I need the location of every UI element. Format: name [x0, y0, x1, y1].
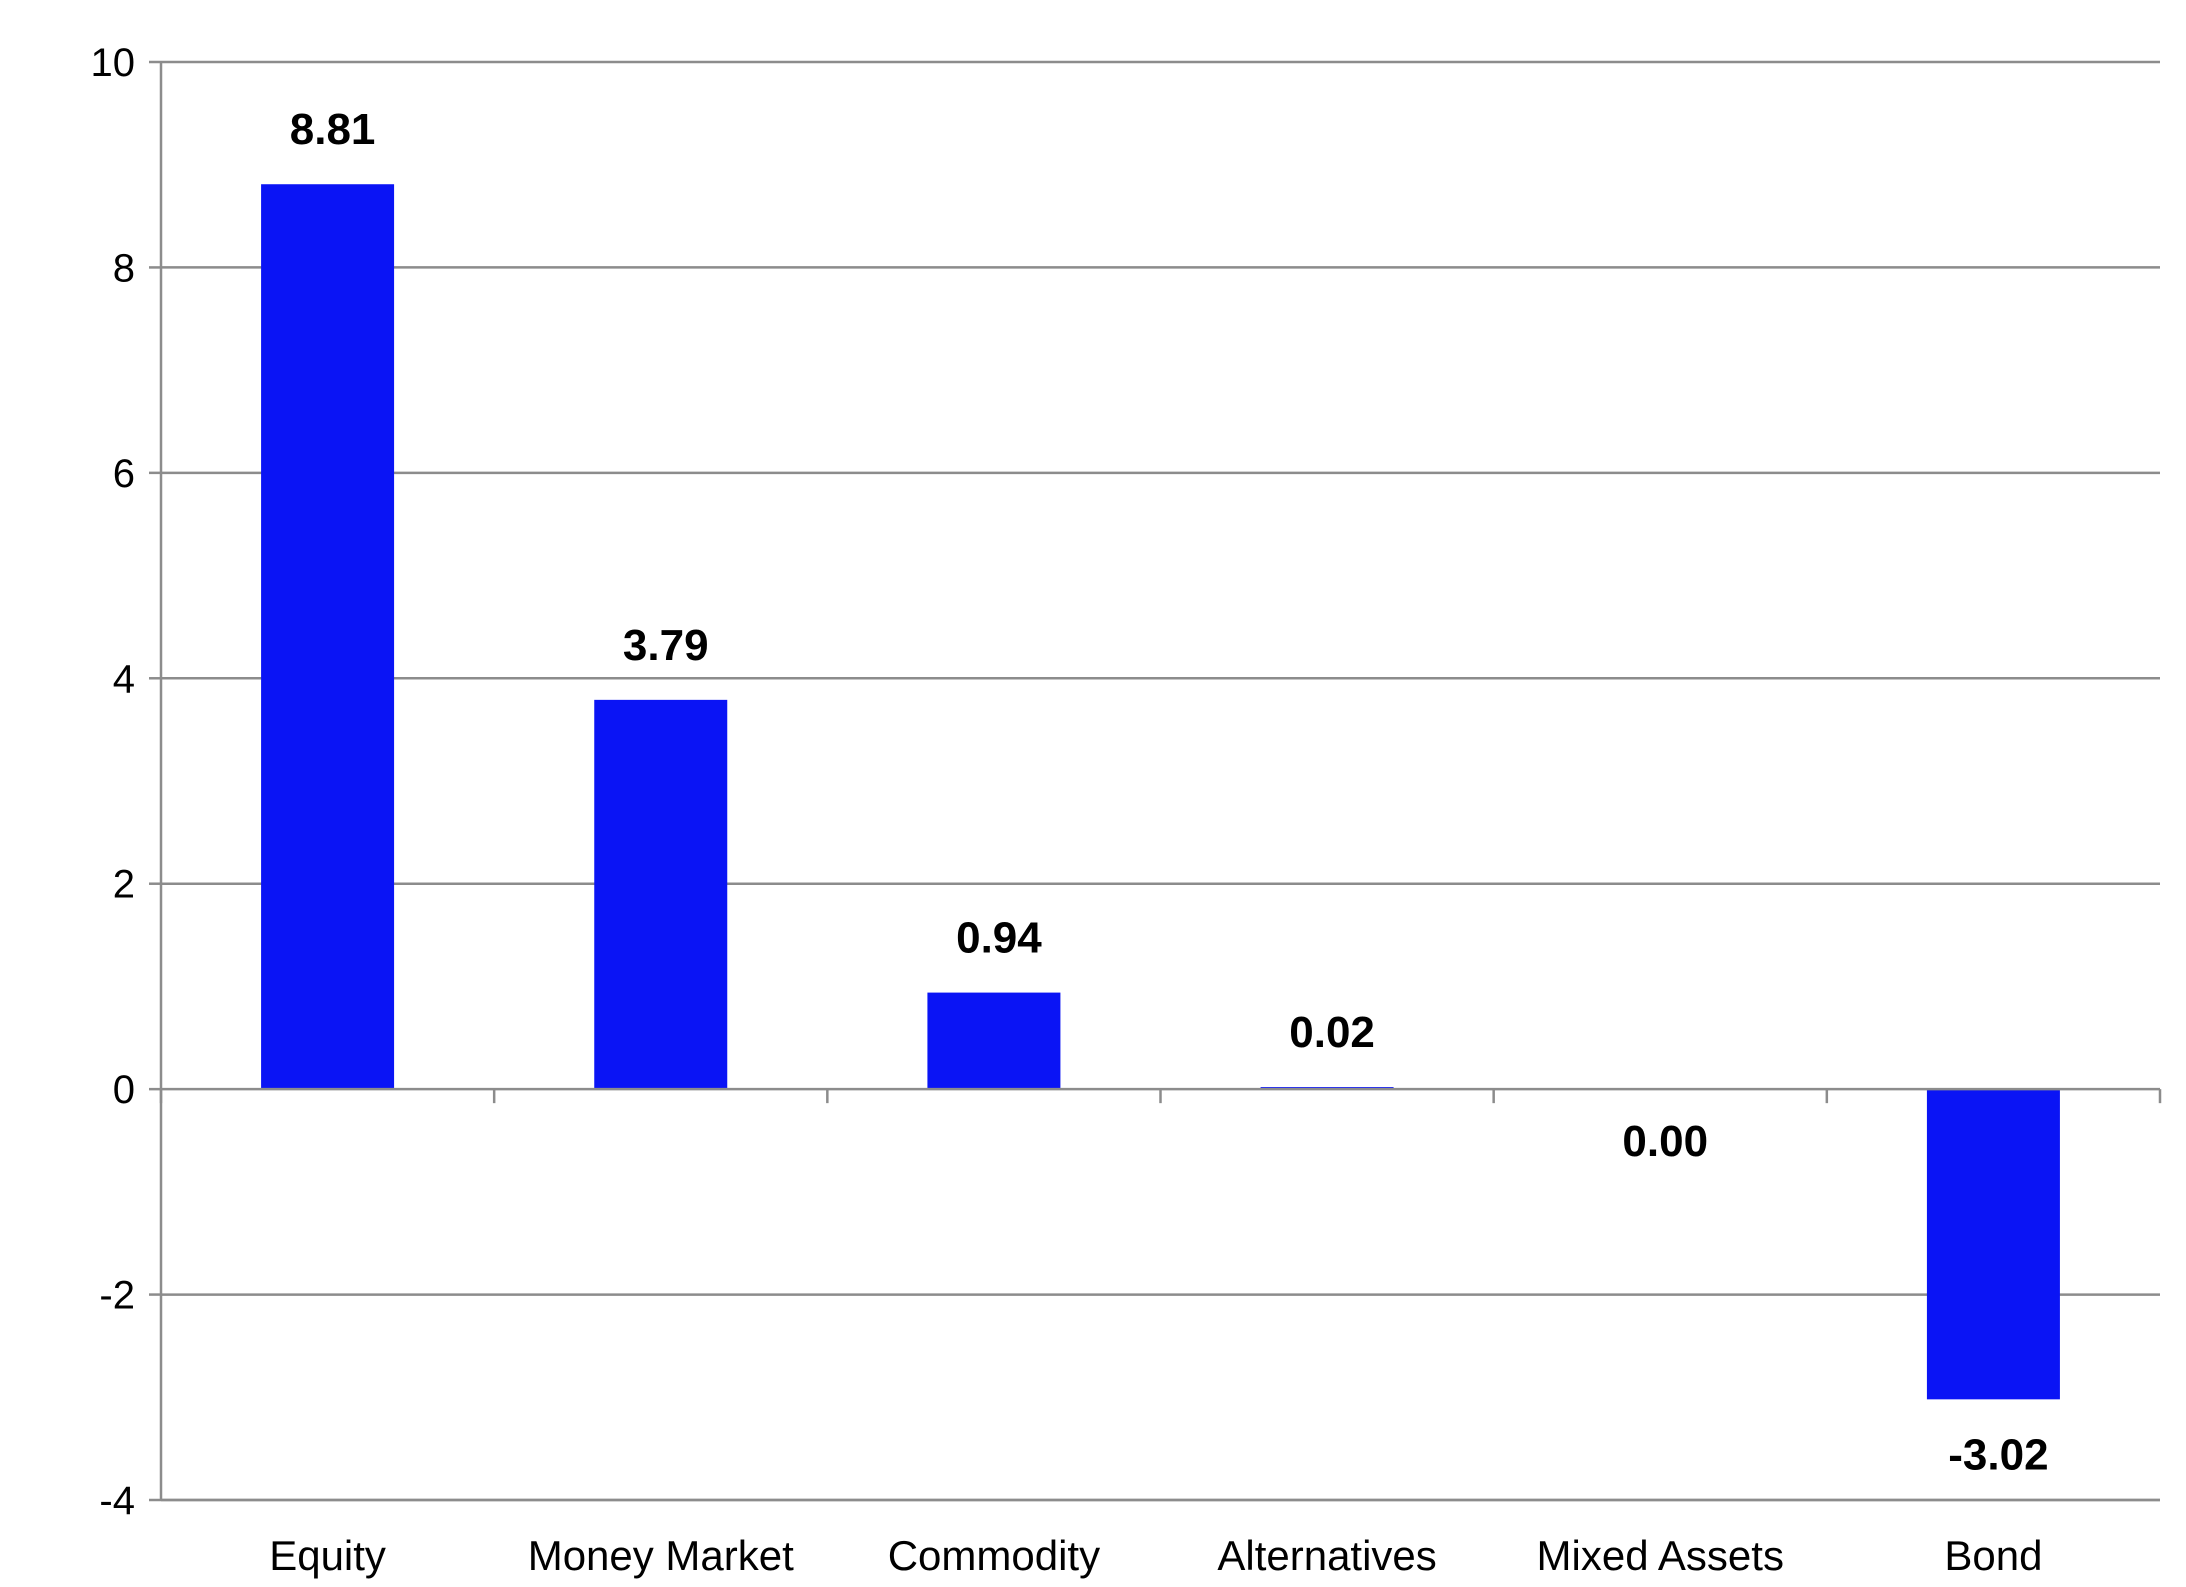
- x-category-label: Mixed Assets: [1537, 1532, 1784, 1579]
- bar-layer: [261, 184, 2060, 1400]
- bar: [261, 184, 395, 1090]
- x-category-label: Equity: [269, 1532, 386, 1579]
- data-label: 0.02: [1289, 1008, 1375, 1057]
- data-label: 0.00: [1622, 1117, 1708, 1166]
- bar: [1926, 1089, 2060, 1400]
- axis-layer: [149, 60, 2162, 1502]
- y-tick-label: 6: [113, 452, 135, 496]
- y-tick-label: 10: [91, 41, 136, 85]
- bar: [927, 992, 1061, 1090]
- y-tick-label: 0: [113, 1068, 135, 1112]
- x-category-label: Commodity: [888, 1532, 1100, 1579]
- data-label: 0.94: [956, 914, 1042, 963]
- data-label: 8.81: [290, 105, 376, 154]
- grid-layer: [161, 60, 2160, 1502]
- bar: [594, 699, 728, 1090]
- data-label: 3.79: [623, 621, 709, 670]
- y-tick-label: -4: [99, 1479, 135, 1523]
- x-category-label: Alternatives: [1217, 1532, 1436, 1579]
- y-tick-label: 8: [113, 246, 135, 290]
- x-category-label: Bond: [1944, 1532, 2042, 1579]
- y-tick-label: 4: [113, 657, 135, 701]
- x-category-label: Money Market: [528, 1532, 794, 1579]
- y-tick-label: 2: [113, 863, 135, 907]
- label-layer: -4 -2 0 2 4 6 8 10 8.81 Equity 3.79 Money Market 0.9…: [91, 41, 2049, 1579]
- y-tick-label: -2: [99, 1274, 135, 1318]
- data-label: -3.02: [1948, 1430, 2048, 1479]
